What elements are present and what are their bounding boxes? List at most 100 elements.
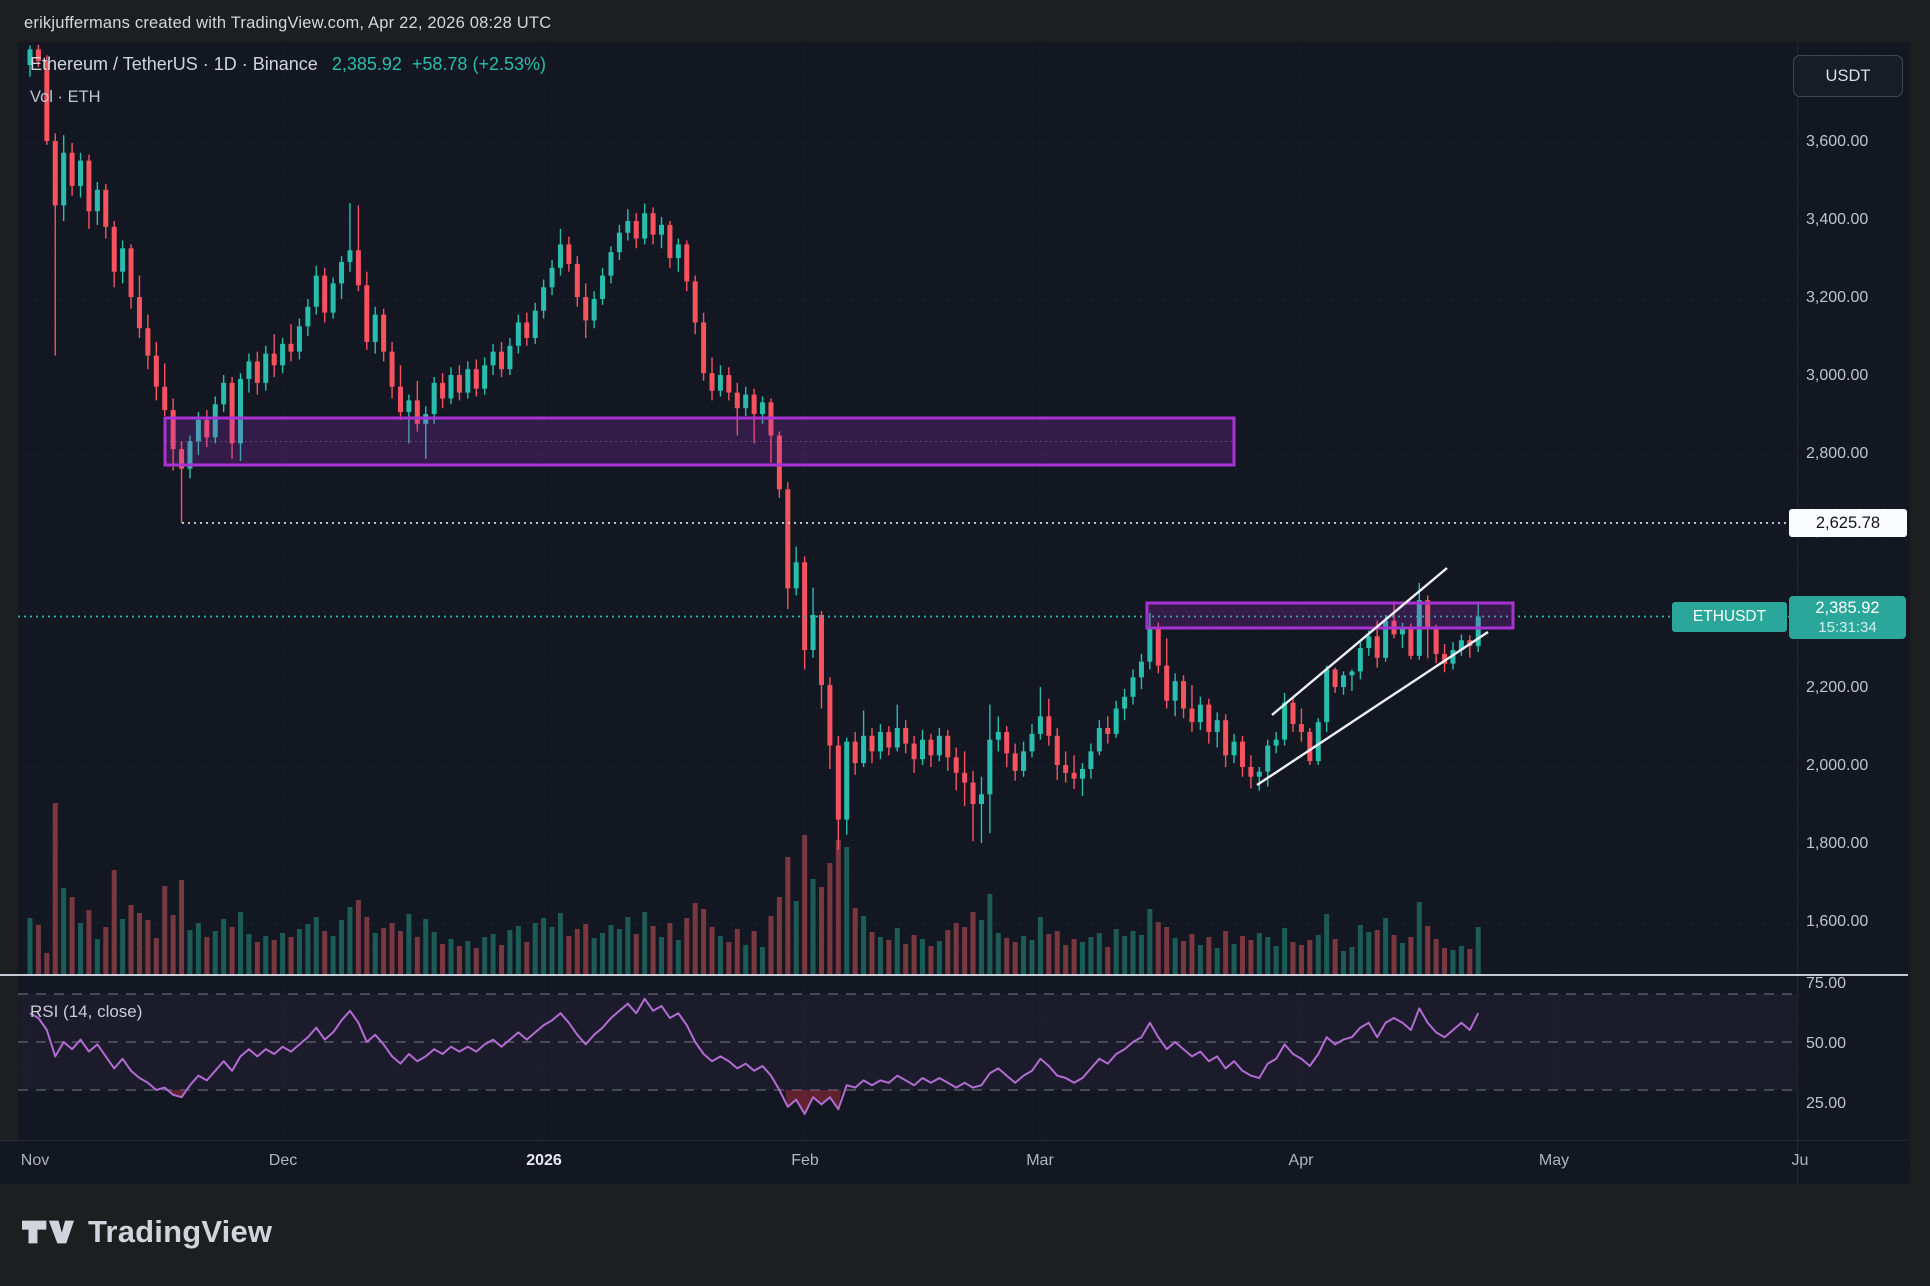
volume-bar: [877, 937, 883, 975]
volume-bar: [389, 923, 395, 975]
symbol-title[interactable]: Ethereum / TetherUS · 1D · Binance: [30, 54, 318, 74]
volume-bar: [1206, 937, 1212, 975]
candle: [221, 382, 227, 405]
candle: [835, 745, 841, 820]
candle: [86, 160, 92, 212]
volume-bar: [195, 923, 201, 975]
candle: [212, 404, 218, 438]
volume-bar: [322, 931, 328, 975]
candle: [633, 221, 639, 239]
drawing-trendline[interactable]: [1256, 630, 1489, 787]
candle: [364, 285, 370, 342]
price-tick: 2,000.00: [1806, 757, 1869, 774]
candle: [566, 244, 572, 264]
volume-bar: [507, 930, 513, 975]
candle: [1206, 704, 1212, 732]
candle: [995, 731, 1001, 740]
candle: [440, 382, 446, 399]
candle: [1366, 636, 1372, 649]
drawing-rectangle[interactable]: [163, 416, 1236, 467]
candle: [1475, 616, 1481, 647]
volume-bar: [153, 938, 159, 975]
candle: [1349, 671, 1355, 676]
candle: [532, 310, 538, 338]
volume-bar: [1239, 936, 1245, 975]
volume-bar: [1004, 938, 1010, 975]
candle: [1282, 702, 1288, 740]
candle: [473, 369, 479, 389]
drawing-trendline[interactable]: [1271, 567, 1448, 716]
candle: [1096, 728, 1102, 752]
time-axis-pane[interactable]: [0, 1141, 1908, 1184]
volume-bar: [136, 913, 142, 975]
marked-price-label[interactable]: 2,625.78: [1789, 509, 1907, 537]
volume-bar: [1290, 942, 1296, 975]
price-tick: 3,400.00: [1806, 211, 1869, 228]
last-price-axis-badge[interactable]: 2,385.92 15:31:34: [1789, 596, 1906, 639]
volume-bar: [397, 931, 403, 975]
candle: [145, 328, 151, 356]
candle: [1223, 720, 1229, 756]
symbol-price-line-badge[interactable]: ETHUSDT: [1672, 602, 1787, 632]
volume-bar: [995, 933, 1001, 975]
price-chart-canvas[interactable]: [18, 42, 1797, 1140]
volume-bar: [818, 887, 824, 975]
volume-bar: [473, 948, 479, 975]
rsi-pane-separator[interactable]: [0, 974, 1908, 976]
volume-bar: [330, 936, 336, 975]
candle: [179, 449, 185, 469]
volume-bar: [1349, 947, 1355, 975]
candle: [515, 322, 521, 346]
volume-bar: [726, 942, 732, 975]
candle: [313, 275, 319, 307]
volume-study-label[interactable]: Vol · ETH: [30, 88, 101, 106]
currency-toggle-button[interactable]: USDT: [1793, 55, 1903, 97]
volume-bar: [347, 907, 353, 975]
candle: [903, 728, 909, 744]
candle: [381, 314, 387, 352]
candle: [684, 244, 690, 282]
time-tick: Mar: [1026, 1152, 1054, 1169]
symbol-header[interactable]: Ethereum / TetherUS · 1D · Binance 2,385.…: [30, 54, 546, 75]
candle: [1147, 628, 1153, 662]
drawing-rectangle[interactable]: [1145, 601, 1515, 630]
candle: [743, 394, 749, 409]
candle: [1383, 620, 1389, 658]
tradingview-logo[interactable]: TradingView: [22, 1214, 272, 1250]
candle: [94, 189, 100, 212]
candle: [1433, 628, 1439, 654]
volume-bar: [936, 941, 942, 975]
candle: [701, 322, 707, 374]
candle: [911, 743, 917, 760]
candle: [1197, 704, 1203, 723]
candle: [1181, 681, 1187, 709]
volume-bar: [204, 937, 210, 975]
volume-bar: [187, 930, 193, 975]
volume-bar: [566, 936, 572, 975]
volume-bar: [515, 926, 521, 975]
volume-bar: [701, 909, 707, 975]
volume-bar: [1433, 939, 1439, 975]
candle: [1012, 753, 1018, 771]
volume-bar: [103, 927, 109, 975]
volume-bar: [1265, 937, 1271, 975]
rsi-study-label[interactable]: RSI (14, close): [30, 1002, 143, 1021]
volume-bar: [456, 946, 462, 975]
candle: [136, 297, 142, 329]
candle: [625, 221, 631, 233]
candle: [776, 435, 782, 490]
volume-bar: [1046, 934, 1052, 975]
candle: [557, 244, 563, 268]
candle: [886, 731, 892, 748]
volume-bar: [970, 912, 976, 975]
volume-bar: [128, 905, 134, 975]
candle: [751, 394, 757, 415]
volume-bar: [1458, 946, 1464, 975]
volume-bar: [86, 910, 92, 975]
candle: [1357, 648, 1363, 672]
candle: [600, 275, 606, 299]
volume-bar: [254, 942, 260, 975]
volume-bar: [1054, 931, 1060, 975]
candle: [1231, 741, 1237, 756]
volume-bar: [1273, 946, 1279, 975]
